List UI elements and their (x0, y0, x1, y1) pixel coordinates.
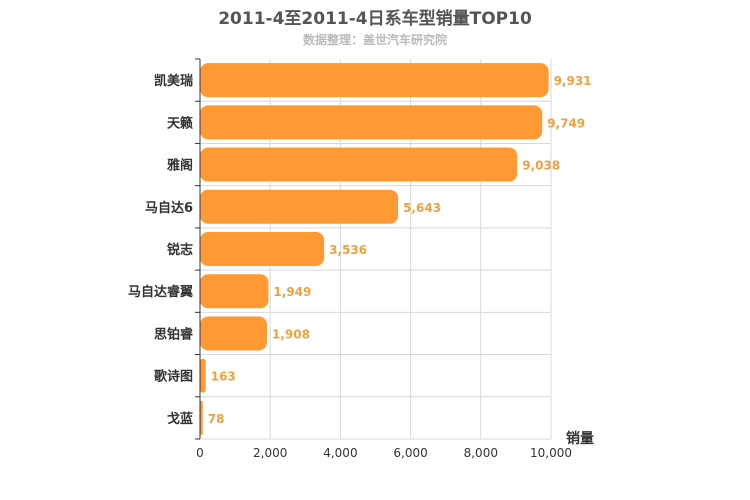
x-tick-label: 2,000 (253, 446, 287, 460)
bar-2 (200, 105, 543, 140)
value-label: 3,536 (329, 243, 367, 257)
bar-9 (200, 400, 203, 435)
chart-title: 2011-4至2011-4日系车型销量TOP10 (218, 9, 532, 29)
value-label: 9,038 (522, 159, 560, 173)
category-label: 凯美瑞 (154, 73, 193, 89)
category-label: 歌诗图 (154, 369, 193, 385)
bar-3 (200, 147, 518, 182)
value-label: 9,931 (554, 74, 592, 88)
bar-5 (200, 232, 325, 266)
category-label: 雅阁 (167, 158, 193, 174)
bar-6 (200, 274, 269, 309)
value-labels: 9,931 9,749 9,038 5,643 3,536 1,949 1,908 163 78 (208, 74, 592, 426)
category-label: 天籁 (167, 115, 193, 131)
x-tick-label: 6,000 (393, 446, 427, 460)
value-label: 5,643 (403, 201, 441, 215)
category-label: 戈蓝 (167, 411, 193, 427)
x-axis-title: 销量 (566, 430, 594, 447)
axes (195, 58, 551, 440)
category-label: 马自达6 (145, 200, 193, 216)
x-tick-label: 0 (196, 446, 204, 460)
chart-subtitle: 数据整理：盖世汽车研究院 (302, 33, 447, 47)
bar-1 (200, 63, 549, 98)
tick-labels: 0 2,000 4,000 6,000 8,000 10,000 (196, 446, 572, 460)
value-label: 1,908 (272, 327, 310, 341)
x-tick-label: 4,000 (323, 446, 357, 460)
bar-7 (200, 316, 267, 351)
bar-series (200, 63, 549, 435)
x-tick-label: 8,000 (464, 446, 498, 460)
bar-4 (200, 189, 399, 224)
category-label: 锐志 (167, 242, 193, 258)
value-label: 78 (208, 412, 225, 426)
x-tick-label: 10,000 (530, 446, 572, 460)
value-label: 1,949 (273, 285, 311, 299)
value-label: 9,749 (547, 116, 585, 130)
category-label: 思铂睿 (154, 326, 194, 342)
bar-8 (200, 358, 206, 393)
value-label: 163 (211, 370, 236, 384)
category-label: 马自达睿翼 (128, 284, 193, 300)
